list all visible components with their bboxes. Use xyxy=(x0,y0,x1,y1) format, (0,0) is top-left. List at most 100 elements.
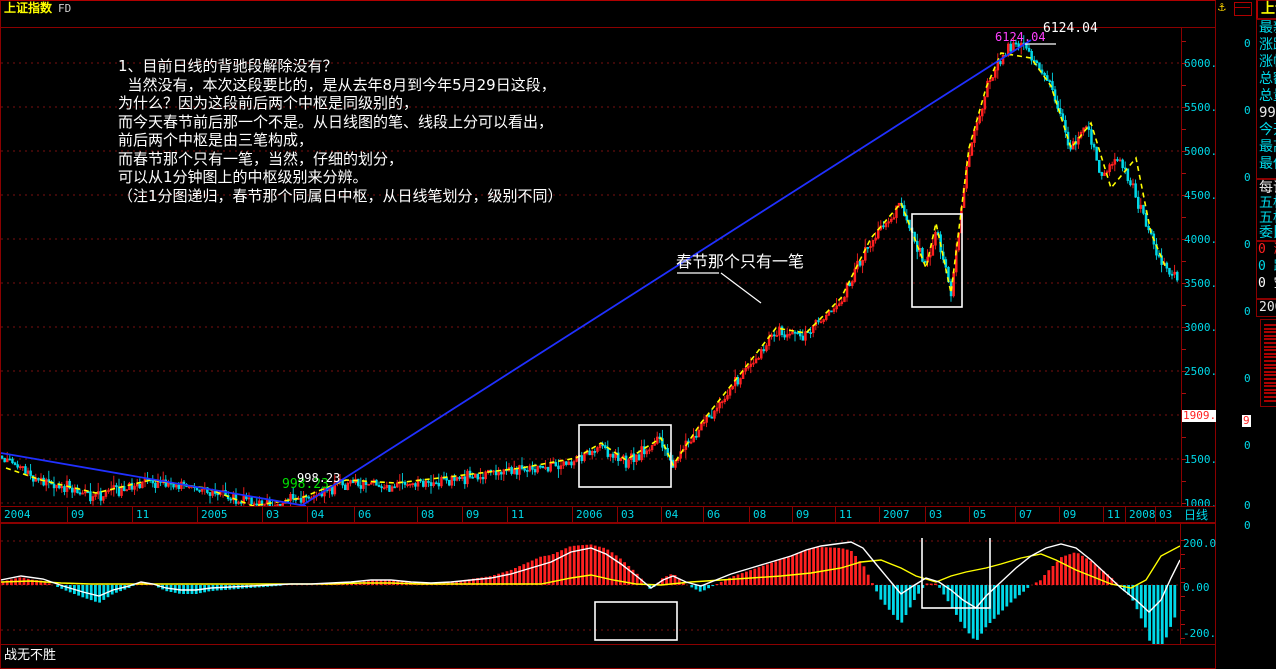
candle-body xyxy=(567,461,571,465)
candle-body xyxy=(1048,80,1052,83)
macd-histogram-bar xyxy=(1081,555,1084,585)
price-axis-current-marker: 1909.9 xyxy=(1182,409,1224,422)
candle-body xyxy=(523,468,526,471)
candle-body xyxy=(1137,196,1140,209)
date-axis-tick: 03 xyxy=(266,508,280,521)
window-split-icon[interactable] xyxy=(1234,2,1252,16)
macd-histogram-bar xyxy=(572,545,576,585)
candle-body xyxy=(850,281,854,287)
sidebar-quote-row: 总额 xyxy=(1259,71,1276,87)
candle-body xyxy=(640,446,643,461)
candle-body xyxy=(463,476,467,485)
sidebar-axis-mark: 0 xyxy=(1244,499,1251,512)
sidebar-title-bar[interactable]: 上证指 xyxy=(1256,0,1276,19)
macd-histogram-bar xyxy=(539,556,542,585)
sidebar-trade-row[interactable]: 每证交 xyxy=(1259,180,1276,196)
selection-box-1[interactable] xyxy=(578,424,672,488)
candle-body xyxy=(18,466,22,469)
macd-histogram-bar xyxy=(480,577,484,585)
candle-body xyxy=(785,334,789,338)
candle-body xyxy=(364,481,368,486)
candle-body xyxy=(232,494,235,501)
macd-chart-svg[interactable] xyxy=(1,538,1180,644)
macd-histogram-bar xyxy=(778,559,782,585)
date-axis[interactable]: 2004 09 11 2005 03 04 06 08 09 11 2006 03 04 06 08 09 11… xyxy=(0,506,1216,523)
date-axis-separator xyxy=(1155,507,1156,522)
candle-body xyxy=(476,473,480,480)
macd-plot-area[interactable] xyxy=(1,538,1180,644)
candle-body xyxy=(94,493,97,497)
candle-body xyxy=(356,478,360,486)
price-axis-minor-tick xyxy=(1182,107,1186,108)
candle-body xyxy=(44,479,48,486)
candle-body xyxy=(1090,129,1093,145)
macd-histogram-bar xyxy=(589,544,593,585)
sidebar-axis-mark: 0 xyxy=(1244,171,1251,184)
price-plot-area[interactable] xyxy=(1,28,1181,506)
sidebar-trade-row[interactable]: 五档卖 xyxy=(1259,210,1276,226)
candle-body xyxy=(1124,167,1127,170)
price-ladder-tick xyxy=(1264,378,1276,380)
candle-body xyxy=(778,326,781,336)
candle-body xyxy=(884,222,888,228)
candle-body xyxy=(520,465,524,469)
status-bar: 战无不胜 xyxy=(0,645,1216,669)
price-axis-minor-tick xyxy=(1182,129,1186,130)
price-ladder-tick xyxy=(1264,363,1276,366)
candle-body xyxy=(978,115,981,124)
price-chart-svg[interactable] xyxy=(1,28,1181,506)
macd-histogram-bar xyxy=(929,583,933,585)
candle-body xyxy=(115,485,118,488)
sidebar-toolbar[interactable]: ⚓ xyxy=(1216,0,1256,20)
candle-body xyxy=(1108,164,1111,173)
candle-body xyxy=(752,362,755,365)
right-sidebar[interactable]: ⚓ 上证指 最新涨跌涨幅总额总量994.67今开最高最低 每证交五档买五档卖委比… xyxy=(1216,0,1276,669)
window-split-divider xyxy=(1234,7,1250,8)
macd-histogram-bar xyxy=(39,580,43,585)
price-chart-panel[interactable]: 6000.0 5500.0 5000.0 4500.0 4000.0 3500.0 3000… xyxy=(0,28,1224,509)
candle-body xyxy=(367,483,370,486)
selection-box-2[interactable] xyxy=(911,213,963,308)
anchor-icon[interactable]: ⚓ xyxy=(1218,0,1226,15)
date-axis-separator xyxy=(925,507,926,522)
peak-value-label-chart: 6124.04 xyxy=(995,30,1046,44)
sidebar-title-text: 上证指 xyxy=(1261,1,1276,17)
macd-histogram-bar xyxy=(753,568,757,585)
macd-histogram-bar xyxy=(1102,570,1105,585)
candle-body xyxy=(1025,44,1028,49)
candle-body xyxy=(702,421,706,424)
candle-body xyxy=(416,479,420,487)
candle-body xyxy=(733,376,737,387)
candle-body xyxy=(362,481,365,489)
sidebar-trade-block[interactable]: 每证交五档买五档卖委比 xyxy=(1256,179,1276,241)
sidebar-mini-chart[interactable]: 11.0010.00实时 xyxy=(1260,319,1276,407)
price-axis-tick: 5500.0 xyxy=(1184,101,1224,114)
candle-body xyxy=(986,80,989,98)
macd-selection-box-2[interactable] xyxy=(921,538,991,609)
macd-panel[interactable]: MACD(26,12,9) DIFF:6.247↑ DEA:2.185↑ MAC… xyxy=(0,523,1223,645)
macd-histogram-bar xyxy=(875,585,878,592)
macd-histogram-bar xyxy=(60,585,64,589)
date-axis-separator xyxy=(1059,507,1060,522)
date-axis-tick: 05 xyxy=(973,508,987,521)
candle-body xyxy=(983,96,987,110)
price-axis-tick: 2500.0 xyxy=(1184,365,1224,378)
sidebar-trade-row[interactable]: 委比 xyxy=(1259,225,1276,241)
macd-selection-box-1[interactable] xyxy=(594,601,678,641)
candle-body xyxy=(791,331,794,335)
macd-histogram-bar xyxy=(635,573,639,585)
sidebar-trade-row[interactable]: 五档买 xyxy=(1259,195,1276,211)
price-axis-tick: 6000.0 xyxy=(1184,57,1224,70)
period-label[interactable]: 日线 xyxy=(1184,508,1209,522)
candle-body xyxy=(744,367,747,372)
candle-body xyxy=(177,484,181,490)
candle-body xyxy=(895,205,898,218)
candle-body xyxy=(479,476,482,480)
candle-body xyxy=(536,465,539,473)
candle-body xyxy=(627,459,630,468)
candle-body xyxy=(603,445,607,449)
price-axis-tick: 4000.0 xyxy=(1184,233,1224,246)
candle-body xyxy=(650,445,654,451)
candle-body xyxy=(229,498,233,501)
candle-body xyxy=(988,80,992,83)
